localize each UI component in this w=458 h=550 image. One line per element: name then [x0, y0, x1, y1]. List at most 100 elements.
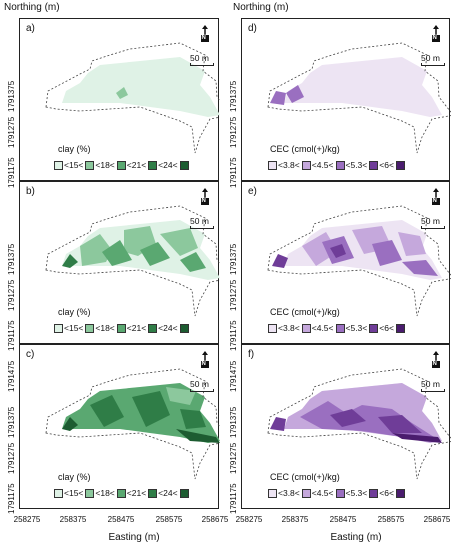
- map-zone: [180, 409, 206, 429]
- scale-bar: 50 m: [421, 216, 445, 229]
- north-label: N: [432, 198, 437, 204]
- map-zone: [62, 417, 78, 431]
- panel-letter: d): [248, 23, 257, 34]
- legend: <3.8< <4.5< <5.3< <6<: [268, 160, 406, 170]
- legend-title: CEC (cmol(+)/kg): [270, 307, 340, 317]
- legend-swatch: [148, 488, 158, 498]
- legend-label: <6<: [379, 323, 394, 333]
- legend-label: <6<: [379, 488, 394, 498]
- panel-letter: f): [248, 349, 255, 360]
- legend: <15< <18< <21< <24<: [54, 488, 190, 498]
- legend-label: <6<: [379, 160, 394, 170]
- y-axis-title-right: Northing (m): [233, 2, 289, 13]
- legend-swatch: [395, 488, 405, 498]
- map-zone: [132, 391, 170, 427]
- legend-label: <4.5<: [311, 488, 334, 498]
- legend-swatch: [54, 160, 63, 170]
- north-label: N: [201, 361, 206, 367]
- map-zone: [272, 254, 288, 268]
- map-zone: [392, 433, 442, 443]
- legend-label: <5.3<: [345, 488, 368, 498]
- y-tick-label: 1791275: [7, 279, 16, 311]
- y-axis-title-left: Northing (m): [4, 2, 60, 13]
- legend-swatch: [335, 160, 345, 170]
- legend: <15< <18< <21< <24<: [54, 323, 190, 333]
- map-zone: [372, 240, 402, 266]
- map-panel-c: c) N 50 m clay (%) <15< <18< <21< <24<: [19, 344, 220, 509]
- map-zone: [62, 254, 78, 268]
- legend-label: <24<: [158, 323, 178, 333]
- map-zone: [176, 429, 220, 443]
- map-zone: [330, 409, 366, 427]
- y-tick-label: 1791375: [229, 80, 238, 112]
- north-arrow-icon: N: [431, 351, 441, 368]
- legend-swatch: [395, 323, 405, 333]
- field-boundary: [45, 205, 220, 317]
- scale-bar: 50 m: [190, 53, 214, 66]
- legend-label: <5.3<: [345, 323, 368, 333]
- y-tick-label: 1791175: [229, 483, 238, 514]
- legend-swatch: [268, 323, 277, 333]
- field-boundary: [45, 42, 220, 154]
- panel-letter: e): [248, 186, 257, 197]
- y-tick-label: 1791275: [229, 442, 238, 474]
- map-panel-e: e) N 50 m CEC (cmol(+)/kg) <3.8< <4.5< <5.3< <6…: [241, 181, 451, 344]
- north-label: N: [201, 35, 206, 41]
- north-arrow-icon: N: [200, 25, 210, 42]
- x-tick-label: 258575: [155, 515, 183, 524]
- y-tick-label: 1791375: [7, 406, 16, 438]
- map-panel-f: f) N 50 m CEC (cmol(+)/kg) <3.8< <4.5< <5.3< <6…: [241, 344, 451, 509]
- map-zone: [270, 417, 286, 431]
- x-tick-label: 258275: [13, 515, 41, 524]
- legend-swatch: [369, 323, 379, 333]
- x-tick-label: 258675: [201, 515, 229, 524]
- north-arrow-icon: N: [431, 25, 441, 42]
- legend-label: <15<: [64, 488, 84, 498]
- legend-swatch: [85, 488, 95, 498]
- legend-swatch: [335, 488, 345, 498]
- legend-title: CEC (cmol(+)/kg): [270, 472, 340, 482]
- legend: <15< <18< <21< <24<: [54, 160, 190, 170]
- map-zone: [286, 85, 304, 103]
- legend-title: clay (%): [58, 472, 91, 482]
- map-panel-b: b) N 50 m clay (%) <15< <18< <21< <24<: [19, 181, 220, 344]
- legend-swatch: [85, 323, 95, 333]
- x-tick-label: 258575: [377, 515, 405, 524]
- map-zone: [102, 240, 132, 266]
- y-tick-label: 1791475: [7, 360, 16, 392]
- north-arrow-icon: N: [431, 188, 441, 205]
- scale-label: 50 m: [190, 379, 209, 389]
- scale-label: 50 m: [190, 53, 209, 63]
- legend-title: clay (%): [58, 307, 91, 317]
- map-zone: [160, 228, 198, 256]
- map-zone-base: [62, 57, 220, 117]
- x-axis-title-left: Easting (m): [108, 532, 160, 543]
- legend-label: <5.3<: [345, 160, 368, 170]
- legend-swatch: [369, 488, 379, 498]
- x-tick-label: 258475: [329, 515, 357, 524]
- map-svg: [267, 205, 451, 317]
- y-tick-label: 1791175: [7, 320, 16, 351]
- legend: <3.8< <4.5< <5.3< <6<: [268, 323, 406, 333]
- field-boundary: [267, 42, 451, 154]
- legend-label: <24<: [158, 160, 178, 170]
- legend-swatch: [54, 323, 63, 333]
- legend-swatch: [148, 323, 158, 333]
- legend-swatch: [301, 160, 311, 170]
- map-zone: [116, 87, 128, 99]
- legend-swatch: [116, 323, 126, 333]
- x-axis-title-right: Easting (m): [330, 532, 382, 543]
- legend-swatch: [85, 160, 95, 170]
- legend-swatch: [179, 160, 189, 170]
- scale-label: 50 m: [421, 379, 440, 389]
- y-tick-label: 1791475: [229, 360, 238, 392]
- y-tick-label: 1791275: [7, 116, 16, 148]
- legend-label: <21<: [126, 323, 147, 333]
- map-zone: [402, 260, 438, 276]
- legend-label: <24<: [158, 488, 178, 498]
- legend-label: <4.5<: [311, 160, 334, 170]
- map-zone: [398, 232, 426, 256]
- legend-swatch: [301, 323, 311, 333]
- north-arrow-icon: N: [200, 351, 210, 368]
- map-zone: [330, 244, 346, 258]
